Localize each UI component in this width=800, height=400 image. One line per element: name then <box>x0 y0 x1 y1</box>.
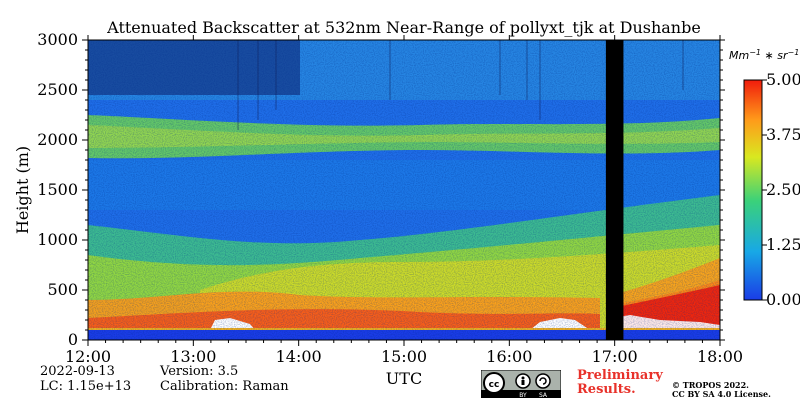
colorbar-tick-label: 0.00 <box>766 290 800 309</box>
copyright-line-1: © TROPOS 2022. <box>672 380 749 390</box>
colorbar-tick-label: 3.75 <box>766 125 800 144</box>
cc-by-sa-license-badge: cc BY SA <box>481 370 561 398</box>
svg-text:SA: SA <box>539 392 548 398</box>
y-tick-label: 1000 <box>37 230 78 249</box>
preliminary-line-2: Results. <box>577 382 636 397</box>
lidar-constant-label: LC: 1.15e+13 <box>40 379 132 394</box>
share-alike-icon <box>535 373 551 389</box>
calibration-label: Calibration: Raman <box>160 379 289 394</box>
colorbar-tick-label: 2.50 <box>766 180 800 199</box>
version-label: Version: 3.5 <box>160 364 239 379</box>
cc-icon <box>483 372 505 394</box>
svg-text:cc: cc <box>489 380 500 390</box>
chart-title: Attenuated Backscatter at 532nm Near-Ran… <box>106 18 701 37</box>
y-tick-label: 500 <box>47 280 78 299</box>
date-label: 2022-09-13 <box>40 364 115 379</box>
x-axis: 12:00 13:00 14:00 15:00 16:00 17:00 18:00 <box>65 35 743 366</box>
no-data-gap <box>605 40 624 340</box>
x-tick-label: 18:00 <box>697 347 743 366</box>
colorbar <box>743 79 763 301</box>
y-axis-label: Height (m) <box>13 146 32 234</box>
colorbar-unit-label: Mm−1 ∗ sr−1 <box>729 48 799 63</box>
x-tick-label: 15:00 <box>381 347 427 366</box>
y-tick-label: 3000 <box>37 30 78 49</box>
y-tick-label: 0 <box>68 330 78 349</box>
x-tick-label: 16:00 <box>486 347 532 366</box>
x-tick-label: 14:00 <box>276 347 322 366</box>
colorbar-ticks: 0.00 1.25 2.50 3.75 5.00 <box>762 70 800 309</box>
x-tick-label: 13:00 <box>170 347 216 366</box>
preliminary-notice: Preliminary Results. <box>577 369 663 397</box>
y-tick-label: 2000 <box>37 130 78 149</box>
svg-text:BY: BY <box>519 392 527 398</box>
heatmap-field <box>88 40 720 340</box>
y-tick-label: 1500 <box>37 180 78 199</box>
x-axis-label: UTC <box>386 369 422 388</box>
y-axis: 0 500 1000 1500 2000 2500 3000 <box>37 30 725 349</box>
colorbar-tick-label: 1.25 <box>766 235 800 254</box>
copyright-notice: © TROPOS 2022. CC BY SA 4.0 License. <box>672 381 771 399</box>
y-tick-label: 2500 <box>37 80 78 99</box>
colorbar-tick-label: 5.00 <box>766 70 800 89</box>
x-tick-label: 12:00 <box>65 347 111 366</box>
copyright-line-2: CC BY SA 4.0 License. <box>672 389 771 399</box>
preliminary-line-1: Preliminary <box>577 368 663 383</box>
x-tick-label: 17:00 <box>592 347 638 366</box>
